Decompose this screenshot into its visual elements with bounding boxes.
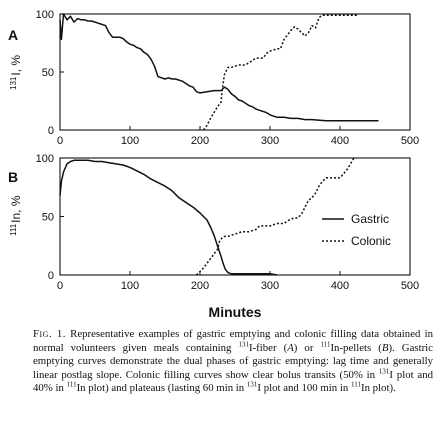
legend: Gastric Colonic [322,212,391,248]
caption-fig-label: Fig. 1. [33,328,66,340]
panel-a-frame [59,13,411,131]
panel-a-x-tick-label: 0 [57,135,63,147]
panel-a-y-axis-label: 131I, % [9,55,23,90]
caption-sup-2: 111 [320,340,331,348]
caption-text-6: I plot and 40% in [33,368,433,395]
caption-text-7: In plot) and plateaus (lasting 60 min in [76,382,247,395]
panel-b-gastric-curve [59,159,278,276]
caption-text-8: I plot and 100 min in [257,382,351,395]
panel-letter-b: B [8,169,18,185]
legend-colonic-label: Colonic [351,234,391,248]
caption-text-2: I-fiber ( [248,341,288,354]
panel-b-x-tick-label: 500 [401,280,419,292]
panel-a-y-tick-label: 100 [36,9,54,21]
caption-text-5: ). Gastric emptying curves demonstrate t… [33,341,433,381]
panel-b-y-axis-label: 111In, % [9,195,23,236]
panel-b-y-axis-label-main: In, % [9,195,23,223]
caption-italic-b: B [381,341,389,354]
caption-text-9: In plot). [360,382,396,395]
panel-b-x-tick-label: 100 [121,280,139,292]
panel-b: B 111In, % 0 100 200 300 400 500 0 50 100 Gastri… [8,153,419,292]
panel-a-ticks: 0 100 200 300 400 500 0 50 100 [36,9,420,147]
panel-b-x-tick-label: 200 [191,280,209,292]
panel-a-gastric-curve [59,13,379,122]
legend-gastric-label: Gastric [351,212,389,226]
panel-a-x-tick-label: 300 [261,135,279,147]
panel-a-lines [59,13,379,131]
panel-b-y-tick-label: 100 [36,153,54,165]
caption-sup-1: 131 [238,340,249,348]
panel-a-x-tick-label: 200 [191,135,209,147]
x-axis-label: Minutes [209,304,262,320]
panel-b-x-tick-label: 0 [57,280,63,292]
panel-b-x-tick-label: 300 [261,280,279,292]
panel-b-colonic-curve [195,157,355,276]
panel-a-colonic-curve [202,14,358,131]
panel-b-y-axis-label-sup: 111 [9,223,18,236]
caption-sup-6: 111 [350,380,361,389]
panel-letter-a: A [8,27,18,43]
panel-a-y-tick-label: 50 [42,67,54,79]
caption-text-4: In-pellets ( [330,341,382,354]
caption-sup-4: 111 [66,380,77,389]
panel-b-x-tick-label: 400 [331,280,349,292]
caption-sup-5: 131 [246,380,258,389]
figure-caption: Fig. 1. Representative examples of gastr… [33,328,433,396]
caption-text-3: ) or [293,341,321,354]
panel-b-ticks: 0 100 200 300 400 500 0 50 100 [36,153,420,292]
caption-sup-3: 131 [378,367,390,376]
panel-a-x-tick-label: 400 [331,135,349,147]
panel-b-y-tick-label: 50 [42,212,54,224]
caption-italic-a: A [287,341,294,354]
panel-a: A 131I, % 0 100 200 300 400 500 0 50 100 [8,9,419,147]
panel-a-y-axis-label-sup: 131 [9,76,18,90]
panel-a-x-tick-label: 100 [121,135,139,147]
panel-b-y-tick-label: 0 [48,270,54,282]
panel-a-x-tick-label: 500 [401,135,419,147]
panel-a-y-tick-label: 0 [48,125,54,137]
panel-b-lines [59,157,355,276]
caption-text-1: Representative examples of gastric empty… [33,328,433,354]
panel-a-y-axis-label-main: I, % [9,55,23,76]
